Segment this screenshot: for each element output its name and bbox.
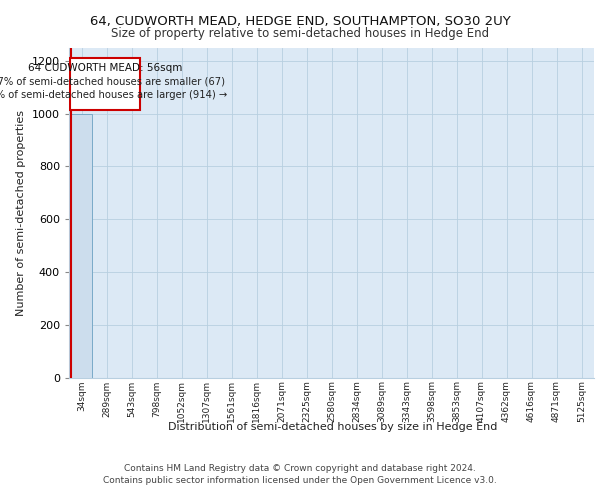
Text: Contains HM Land Registry data © Crown copyright and database right 2024.: Contains HM Land Registry data © Crown c… xyxy=(124,464,476,473)
Text: 92% of semi-detached houses are larger (914) →: 92% of semi-detached houses are larger (… xyxy=(0,90,227,100)
Text: Distribution of semi-detached houses by size in Hedge End: Distribution of semi-detached houses by … xyxy=(169,422,497,432)
Text: Size of property relative to semi-detached houses in Hedge End: Size of property relative to semi-detach… xyxy=(111,28,489,40)
Text: 64 CUDWORTH MEAD: 56sqm: 64 CUDWORTH MEAD: 56sqm xyxy=(28,63,182,73)
Y-axis label: Number of semi-detached properties: Number of semi-detached properties xyxy=(16,110,26,316)
Text: 64, CUDWORTH MEAD, HEDGE END, SOUTHAMPTON, SO30 2UY: 64, CUDWORTH MEAD, HEDGE END, SOUTHAMPTO… xyxy=(89,15,511,28)
Bar xyxy=(71,114,92,378)
Text: Contains public sector information licensed under the Open Government Licence v3: Contains public sector information licen… xyxy=(103,476,497,485)
FancyBboxPatch shape xyxy=(70,58,140,110)
Text: ← 7% of semi-detached houses are smaller (67): ← 7% of semi-detached houses are smaller… xyxy=(0,76,225,86)
